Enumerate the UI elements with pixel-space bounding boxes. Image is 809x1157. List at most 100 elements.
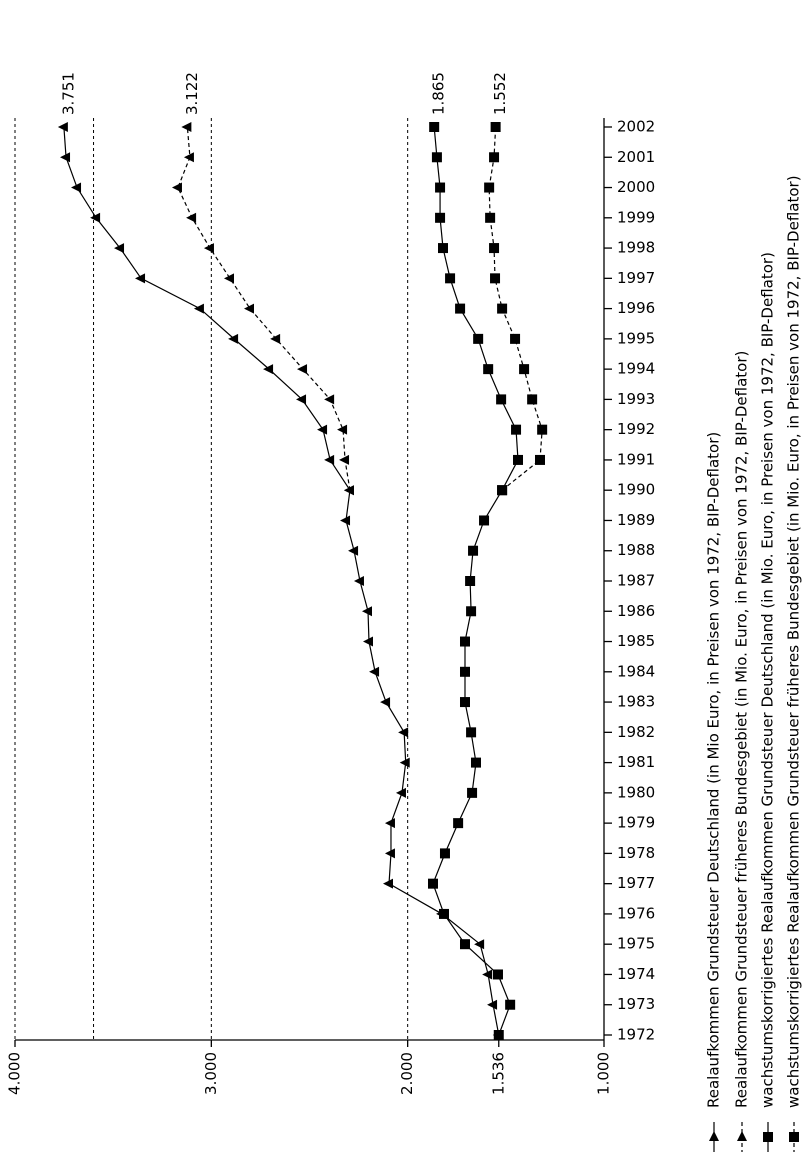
point bbox=[483, 364, 494, 375]
point bbox=[497, 485, 508, 496]
point bbox=[489, 243, 500, 254]
category-label: 1984 bbox=[617, 662, 655, 680]
point bbox=[527, 394, 538, 405]
category-label: 1990 bbox=[617, 481, 655, 499]
point bbox=[459, 636, 470, 647]
point bbox=[324, 454, 335, 465]
legend-label: Realaufkommen Grundsteuer Deutschland (i… bbox=[705, 432, 723, 1108]
point bbox=[223, 273, 234, 284]
point bbox=[135, 273, 146, 284]
category-label: 2002 bbox=[617, 118, 655, 136]
category-label: 1980 bbox=[617, 783, 655, 801]
value-tick-label: 3.000 bbox=[202, 1052, 220, 1095]
point bbox=[203, 243, 214, 254]
legend-label: wachstumskorrigiertes Realaufkommen Grun… bbox=[759, 252, 777, 1108]
point bbox=[296, 394, 307, 405]
point bbox=[362, 606, 373, 617]
category-label: 1979 bbox=[617, 814, 655, 832]
value-tick-label: 1.536 bbox=[489, 1052, 507, 1095]
category-label: 1986 bbox=[617, 602, 655, 620]
category-label: 1992 bbox=[617, 420, 655, 438]
point bbox=[497, 303, 508, 314]
point bbox=[384, 848, 395, 859]
point bbox=[479, 515, 490, 526]
value-tick-label: 2.000 bbox=[398, 1052, 416, 1095]
category-label: 1972 bbox=[617, 1026, 655, 1044]
point bbox=[489, 152, 500, 163]
point bbox=[114, 243, 125, 254]
category-label: 1989 bbox=[617, 511, 655, 529]
point bbox=[263, 364, 274, 375]
point bbox=[439, 848, 450, 859]
point bbox=[505, 999, 516, 1010]
category-label: 1998 bbox=[617, 239, 655, 257]
point bbox=[340, 515, 351, 526]
point bbox=[474, 939, 485, 950]
point bbox=[339, 454, 350, 465]
point bbox=[435, 212, 446, 223]
value-tick-label: 4.000 bbox=[6, 1052, 24, 1095]
point bbox=[399, 757, 410, 768]
point bbox=[493, 1030, 504, 1040]
point bbox=[445, 273, 456, 284]
value-label: 1.552 bbox=[491, 72, 509, 115]
point bbox=[193, 303, 204, 314]
series-line bbox=[488, 126, 543, 491]
point bbox=[337, 424, 348, 435]
point bbox=[383, 878, 394, 889]
point bbox=[466, 727, 477, 738]
category-label: 1996 bbox=[617, 299, 655, 317]
point bbox=[513, 454, 524, 465]
category-label: 1985 bbox=[617, 632, 655, 650]
point bbox=[171, 182, 182, 193]
category-label: 1987 bbox=[617, 572, 655, 590]
point bbox=[468, 545, 479, 556]
category-label: 1993 bbox=[617, 390, 655, 408]
point bbox=[60, 152, 71, 163]
series-line bbox=[63, 126, 500, 1036]
point bbox=[490, 122, 501, 132]
category-label: 1994 bbox=[617, 360, 655, 378]
point bbox=[470, 757, 481, 768]
point bbox=[484, 182, 495, 193]
point bbox=[343, 485, 354, 496]
category-label: 1983 bbox=[617, 693, 655, 711]
point bbox=[395, 787, 406, 798]
point bbox=[297, 364, 308, 375]
point bbox=[455, 303, 466, 314]
legend-marker bbox=[709, 1131, 719, 1141]
legend-marker bbox=[789, 1132, 799, 1142]
point bbox=[459, 697, 470, 708]
point bbox=[384, 818, 395, 829]
point bbox=[183, 152, 194, 163]
point bbox=[353, 576, 364, 586]
point bbox=[490, 273, 501, 284]
point bbox=[57, 122, 68, 132]
category-label: 2001 bbox=[617, 148, 655, 166]
point bbox=[435, 182, 446, 193]
category-label: 1988 bbox=[617, 541, 655, 559]
point bbox=[186, 212, 197, 223]
category-label: 1981 bbox=[617, 753, 655, 771]
point bbox=[487, 999, 498, 1010]
point bbox=[467, 787, 478, 798]
category-label: 1975 bbox=[617, 935, 655, 953]
value-label: 3.122 bbox=[183, 72, 201, 115]
point bbox=[482, 969, 493, 980]
point bbox=[228, 333, 239, 344]
legend-label: wachstumskorrigiertes Realaufkommen Grun… bbox=[785, 175, 803, 1108]
point bbox=[362, 636, 373, 647]
category-label: 1973 bbox=[617, 995, 655, 1013]
category-label: 1974 bbox=[617, 965, 655, 983]
legend-marker bbox=[737, 1131, 747, 1141]
point bbox=[453, 818, 464, 829]
point bbox=[438, 243, 449, 254]
point bbox=[348, 545, 359, 556]
point bbox=[181, 122, 192, 132]
value-label: 1.865 bbox=[430, 72, 448, 115]
category-label: 1982 bbox=[617, 723, 655, 741]
point bbox=[427, 878, 438, 889]
category-label: 1978 bbox=[617, 844, 655, 862]
value-tick-label: 1.000 bbox=[595, 1052, 613, 1095]
